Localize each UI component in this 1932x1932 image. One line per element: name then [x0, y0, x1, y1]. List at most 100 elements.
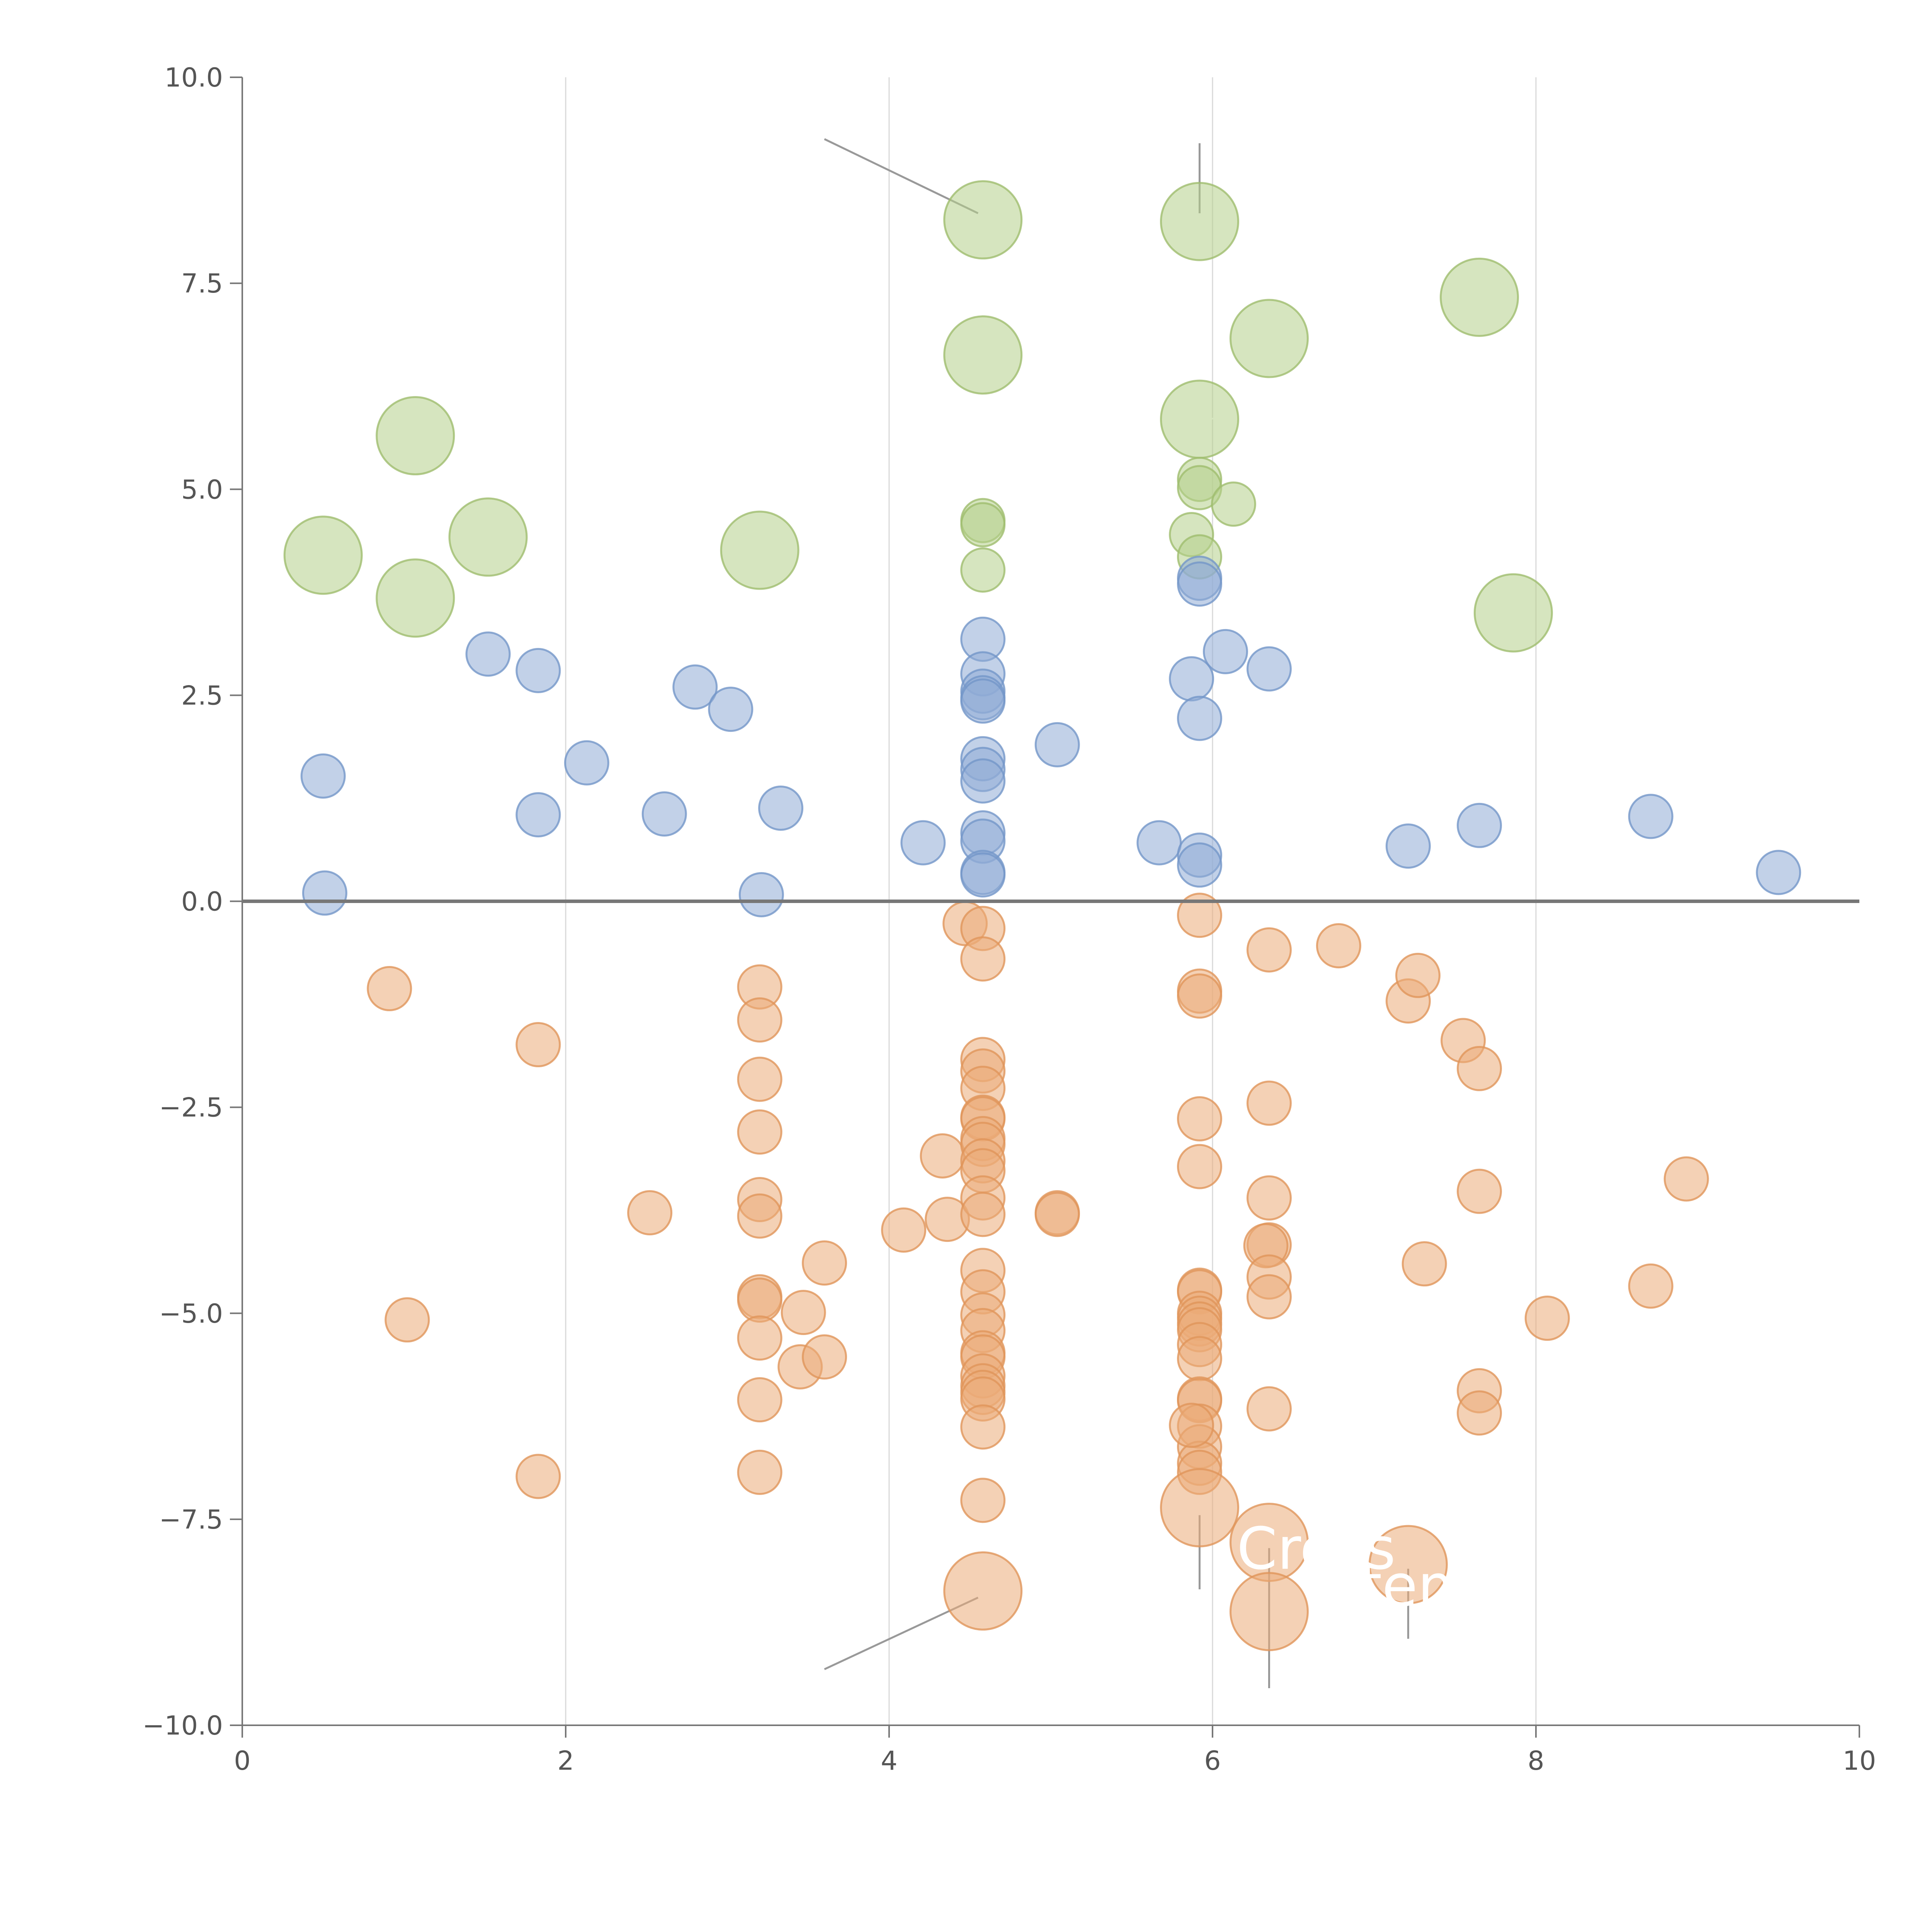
data-points [283, 180, 1801, 1651]
data-point [1246, 1274, 1292, 1320]
data-point [943, 1551, 1023, 1631]
x-tick-label: 0 [234, 1746, 250, 1776]
data-point [1211, 481, 1256, 527]
y-tick-label: 10.0 [165, 63, 223, 93]
data-point [737, 1109, 782, 1155]
data-point [515, 1022, 561, 1068]
data-point [448, 497, 528, 577]
data-point [1177, 1144, 1223, 1189]
data-point [1246, 1175, 1292, 1221]
data-point [920, 1133, 965, 1179]
data-point [1034, 722, 1080, 767]
data-point [1401, 1241, 1447, 1287]
data-point [1136, 820, 1182, 866]
data-point [465, 631, 511, 677]
data-point [1177, 842, 1223, 888]
data-point [376, 558, 455, 638]
x-tick-label: 2 [557, 1746, 574, 1776]
data-point [1246, 646, 1292, 692]
data-point [1457, 1390, 1502, 1436]
data-point [720, 510, 799, 590]
data-point [738, 872, 784, 917]
data-point [1663, 1156, 1709, 1202]
data-point [1169, 1403, 1214, 1448]
data-point [960, 1192, 1006, 1237]
data-point [943, 180, 1023, 260]
data-point [376, 396, 455, 476]
data-point [1628, 794, 1673, 839]
data-point [1440, 257, 1519, 337]
data-point [960, 502, 1006, 548]
data-point [1385, 823, 1431, 869]
data-point [802, 1240, 847, 1286]
axes: 10.0 7.5 5.0 2.5 0.0 −2.5 −5.0 −7.5 −10.0 0 2 4 6 8 10 [143, 63, 1876, 1776]
data-point [900, 820, 946, 866]
data-point [1177, 561, 1223, 607]
data-point [641, 791, 687, 837]
data-point [737, 1377, 782, 1423]
data-point [515, 792, 561, 838]
data-point [384, 1297, 430, 1343]
data-point [1202, 629, 1248, 674]
y-tick-label: 2.5 [181, 680, 223, 711]
data-point [1457, 1046, 1502, 1091]
data-point [515, 648, 561, 693]
data-point [802, 1334, 847, 1380]
annotation-label: Cross [1237, 1515, 1396, 1583]
data-point [1628, 1263, 1673, 1309]
annotation-leader-lines [322, 138, 1409, 1689]
data-point [1229, 299, 1309, 378]
series-slightly-positive [300, 556, 1801, 917]
y-tick-label: 5.0 [181, 474, 223, 505]
data-point [1756, 850, 1801, 895]
data-point [1368, 1525, 1448, 1604]
data-point [283, 515, 363, 595]
y-tick-label: −5.0 [159, 1299, 223, 1329]
y-tick-label: −2.5 [159, 1093, 223, 1123]
data-point [1457, 803, 1502, 848]
data-point [960, 1478, 1006, 1523]
data-point [1395, 952, 1440, 998]
data-point [1316, 923, 1361, 969]
series-strongly-positive [283, 180, 1553, 653]
data-point [515, 1454, 561, 1499]
data-point [1177, 893, 1223, 938]
annotation-label: Stem [1323, 1553, 1474, 1620]
data-point [737, 997, 782, 1043]
y-tick-label: −7.5 [159, 1505, 223, 1535]
data-point [1246, 1386, 1292, 1432]
series-negative [367, 893, 1709, 1651]
data-point [943, 315, 1023, 395]
data-point [564, 740, 609, 786]
x-tick-label: 10 [1843, 1746, 1876, 1776]
data-point [960, 547, 1006, 593]
x-tick-label: 6 [1204, 1746, 1221, 1776]
data-point [881, 1207, 927, 1253]
data-point [627, 1190, 673, 1236]
data-point [672, 664, 718, 710]
data-point [960, 936, 1006, 982]
data-point [1524, 1296, 1570, 1341]
data-point [960, 758, 1006, 804]
data-point [960, 852, 1006, 898]
data-point [960, 1404, 1006, 1450]
data-point [758, 786, 804, 831]
data-point [1473, 573, 1553, 653]
data-point [1229, 1572, 1309, 1651]
data-point [1160, 1468, 1240, 1548]
data-point [1160, 182, 1240, 261]
data-point [300, 753, 346, 799]
x-tick-label: 8 [1527, 1746, 1544, 1776]
data-point [1034, 1192, 1080, 1237]
data-point [1177, 696, 1223, 741]
data-point [737, 1449, 782, 1495]
data-point [1160, 379, 1240, 459]
y-tick-label: 7.5 [181, 269, 223, 299]
data-point [1457, 1168, 1502, 1214]
data-point [737, 1193, 782, 1239]
data-point [1246, 1080, 1292, 1126]
data-point [781, 1290, 826, 1335]
data-point [737, 1277, 782, 1323]
